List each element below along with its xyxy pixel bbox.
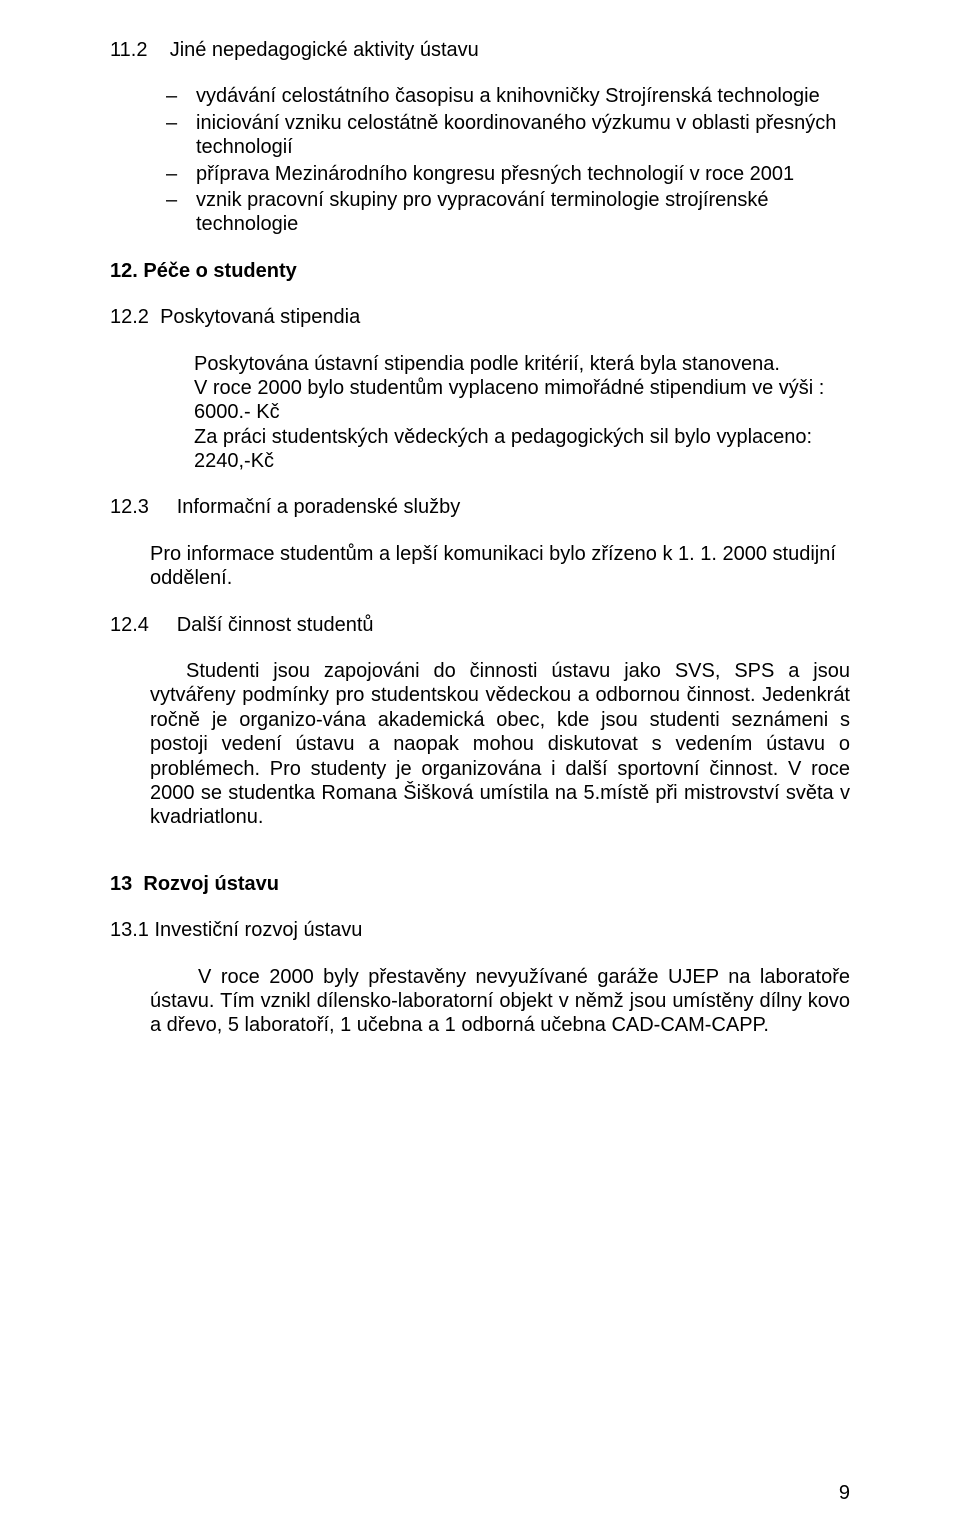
section-number: 11.2: [110, 38, 147, 62]
section-12-4-body: Studenti jsou zapojováni do činnosti úst…: [150, 659, 850, 830]
section-13-1-heading: 13.1 Investiční rozvoj ústavu: [110, 918, 850, 942]
section-number: 12.3: [110, 496, 149, 518]
section-12-4-heading: 12.4 Další činnost studentů: [110, 613, 850, 637]
section-title: Poskytovaná stipendia: [160, 306, 360, 328]
document-page: 11.2 Jiné nepedagogické aktivity ústavu …: [0, 0, 960, 1535]
section-title: Jiné nepedagogické aktivity ústavu: [170, 39, 479, 61]
bullet-dash-icon: –: [166, 188, 196, 237]
bullet-text: příprava Mezinárodního kongresu přesných…: [196, 162, 850, 186]
list-item: – příprava Mezinárodního kongresu přesný…: [166, 162, 850, 186]
section-title: Další činnost studentů: [177, 614, 374, 636]
section-12-2-heading: 12.2 Poskytovaná stipendia: [110, 305, 850, 329]
bullet-text: iniciování vzniku celostátně koordinovan…: [196, 111, 850, 160]
spacer: [110, 852, 850, 872]
bullet-text: vznik pracovní skupiny pro vypracování t…: [196, 188, 850, 237]
section-11-2-bullets: – vydávání celostátního časopisu a kniho…: [166, 84, 850, 236]
section-title: Informační a poradenské služby: [177, 496, 461, 518]
section-12-2-body: Poskytována ústavní stipendia podle krit…: [194, 352, 850, 474]
paragraph: Poskytována ústavní stipendia podle krit…: [194, 352, 850, 376]
section-number: 13.1: [110, 919, 149, 941]
paragraph: V roce 2000 bylo studentům vyplaceno mim…: [194, 376, 850, 425]
bullet-text: vydávání celostátního časopisu a knihovn…: [196, 84, 850, 108]
section-13-heading: 13 Rozvoj ústavu: [110, 872, 850, 896]
section-11-2-heading: 11.2 Jiné nepedagogické aktivity ústavu: [110, 38, 850, 62]
section-13-1-body: V roce 2000 byly přestavěny nevyužívané …: [150, 965, 850, 1038]
bullet-dash-icon: –: [166, 111, 196, 160]
section-12-3-heading: 12.3 Informační a poradenské služby: [110, 495, 850, 519]
bullet-dash-icon: –: [166, 162, 196, 186]
paragraph: Za práci studentských vědeckých a pedago…: [194, 425, 850, 474]
bullet-dash-icon: –: [166, 84, 196, 108]
paragraph: Pro informace studentům a lepší komunika…: [150, 542, 850, 591]
page-number: 9: [839, 1481, 850, 1505]
list-item: – vydávání celostátního časopisu a kniho…: [166, 84, 850, 108]
section-title: Investiční rozvoj ústavu: [155, 919, 363, 941]
section-12-heading: 12. Péče o studenty: [110, 259, 850, 283]
section-number: 12.4: [110, 614, 149, 636]
section-12-3-body: Pro informace studentům a lepší komunika…: [150, 542, 850, 591]
list-item: – vznik pracovní skupiny pro vypracování…: [166, 188, 850, 237]
list-item: – iniciování vzniku celostátně koordinov…: [166, 111, 850, 160]
section-number: 13: [110, 873, 132, 895]
section-number: 12.2: [110, 306, 149, 328]
section-number: 12.: [110, 260, 138, 282]
paragraph: V roce 2000 byly přestavěny nevyužívané …: [150, 965, 850, 1038]
section-title: Péče o studenty: [143, 260, 296, 282]
paragraph: Studenti jsou zapojováni do činnosti úst…: [150, 659, 850, 830]
section-title: Rozvoj ústavu: [143, 873, 279, 895]
